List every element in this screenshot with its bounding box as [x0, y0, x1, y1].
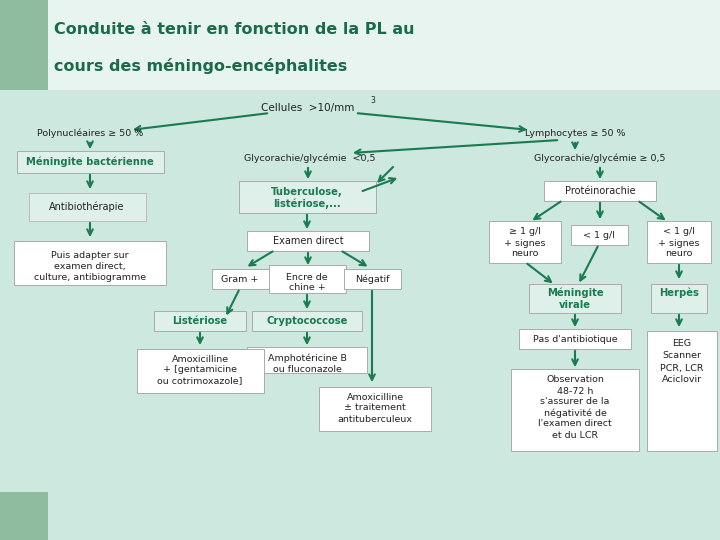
FancyBboxPatch shape — [319, 387, 431, 431]
FancyBboxPatch shape — [247, 231, 369, 251]
Text: listériose,...: listériose,... — [273, 199, 341, 209]
Text: Herpès: Herpès — [659, 288, 699, 298]
FancyBboxPatch shape — [647, 331, 717, 451]
Text: PCR, LCR: PCR, LCR — [660, 363, 703, 373]
FancyBboxPatch shape — [14, 241, 166, 285]
Text: Pas d'antibiotique: Pas d'antibiotique — [533, 334, 617, 343]
Text: Listériose: Listériose — [172, 316, 228, 326]
Text: Aciclovir: Aciclovir — [662, 375, 702, 384]
FancyBboxPatch shape — [252, 311, 362, 331]
Text: Scanner: Scanner — [662, 352, 701, 361]
FancyBboxPatch shape — [511, 369, 639, 451]
Text: + [gentamicine: + [gentamicine — [163, 366, 237, 375]
Text: chine +: chine + — [289, 282, 325, 292]
Text: Amoxicilline: Amoxicilline — [346, 393, 404, 402]
Text: Négatif: Négatif — [355, 274, 390, 284]
Text: Encre de: Encre de — [286, 273, 328, 281]
FancyBboxPatch shape — [0, 0, 48, 90]
Text: Cellules  >10/mm: Cellules >10/mm — [261, 103, 355, 113]
Text: Conduite à tenir en fonction de la PL au: Conduite à tenir en fonction de la PL au — [54, 23, 415, 37]
Text: Méningite bactérienne: Méningite bactérienne — [26, 157, 154, 167]
Text: virale: virale — [559, 300, 591, 310]
Text: Glycorachie/glycémie ≥ 0,5: Glycorachie/glycémie ≥ 0,5 — [534, 153, 666, 163]
FancyBboxPatch shape — [137, 349, 264, 393]
FancyBboxPatch shape — [647, 221, 711, 263]
Text: Polynucléaires ≥ 50 %: Polynucléaires ≥ 50 % — [37, 128, 143, 138]
FancyBboxPatch shape — [571, 225, 628, 245]
Text: Examen direct: Examen direct — [273, 236, 343, 246]
Text: ± traitement: ± traitement — [344, 403, 406, 413]
Text: Puis adapter sur: Puis adapter sur — [51, 251, 129, 260]
Text: Amoxicilline: Amoxicilline — [171, 354, 228, 363]
Text: Cryptococcose: Cryptococcose — [266, 316, 348, 326]
FancyBboxPatch shape — [154, 311, 246, 331]
Text: Méningite: Méningite — [546, 288, 603, 298]
Text: neuro: neuro — [511, 248, 539, 258]
Text: 3: 3 — [370, 96, 375, 105]
Text: et du LCR: et du LCR — [552, 430, 598, 440]
Text: ou cotrimoxazole]: ou cotrimoxazole] — [157, 376, 243, 386]
FancyBboxPatch shape — [651, 284, 707, 313]
Text: Glycorachie/glycémie  <0,5: Glycorachie/glycémie <0,5 — [244, 153, 376, 163]
Text: Antibiothérapie: Antibiothérapie — [49, 202, 125, 212]
Text: EEG: EEG — [672, 340, 691, 348]
Text: 48-72 h: 48-72 h — [557, 387, 593, 395]
FancyBboxPatch shape — [344, 269, 401, 289]
Text: ≥ 1 g/l: ≥ 1 g/l — [509, 227, 541, 237]
FancyBboxPatch shape — [0, 492, 48, 540]
FancyBboxPatch shape — [519, 329, 631, 349]
Text: l'examen direct: l'examen direct — [538, 420, 612, 429]
Text: négativité de: négativité de — [544, 408, 606, 418]
FancyBboxPatch shape — [529, 284, 621, 313]
FancyBboxPatch shape — [29, 193, 146, 221]
FancyBboxPatch shape — [212, 269, 269, 289]
FancyBboxPatch shape — [0, 90, 720, 540]
Text: Gram +: Gram + — [221, 274, 258, 284]
Text: < 1 g/l: < 1 g/l — [583, 231, 615, 240]
Text: neuro: neuro — [665, 248, 693, 258]
Text: < 1 g/l: < 1 g/l — [663, 227, 695, 237]
Text: Lymphocytes ≥ 50 %: Lymphocytes ≥ 50 % — [525, 129, 625, 138]
FancyBboxPatch shape — [239, 181, 376, 213]
Text: examen direct,: examen direct, — [54, 261, 126, 271]
FancyBboxPatch shape — [247, 347, 367, 373]
Text: + signes: + signes — [504, 239, 546, 247]
Text: culture, antibiogramme: culture, antibiogramme — [34, 273, 146, 281]
FancyBboxPatch shape — [544, 181, 656, 201]
FancyBboxPatch shape — [489, 221, 561, 263]
FancyBboxPatch shape — [269, 265, 346, 293]
FancyBboxPatch shape — [17, 151, 164, 173]
Text: Protéinorachie: Protéinorachie — [564, 186, 635, 196]
Text: s'assurer de la: s'assurer de la — [540, 397, 610, 407]
Text: + signes: + signes — [658, 239, 700, 247]
FancyBboxPatch shape — [0, 0, 720, 90]
Text: cours des méningo-encéphalites: cours des méningo-encéphalites — [54, 58, 347, 74]
Text: Tuberculose,: Tuberculose, — [271, 187, 343, 197]
Text: ou fluconazole: ou fluconazole — [273, 364, 341, 374]
Text: Amphotéricine B: Amphotéricine B — [268, 353, 346, 363]
Text: antituberculeux: antituberculeux — [338, 415, 413, 423]
Text: Observation: Observation — [546, 375, 604, 384]
